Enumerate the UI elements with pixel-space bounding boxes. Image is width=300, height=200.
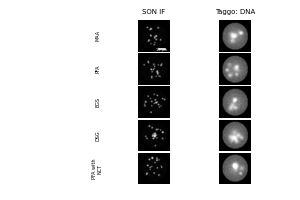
Text: 10 μm: 10 μm bbox=[156, 48, 167, 52]
Text: PFA: PFA bbox=[95, 65, 100, 73]
Text: EGS: EGS bbox=[95, 97, 100, 107]
Text: Taggo: DNA: Taggo: DNA bbox=[214, 9, 255, 15]
Text: PFA with
NCT: PFA with NCT bbox=[92, 158, 103, 179]
Text: MAA: MAA bbox=[95, 30, 100, 41]
Text: SON IF: SON IF bbox=[142, 9, 165, 15]
Text: DSG: DSG bbox=[95, 130, 100, 141]
